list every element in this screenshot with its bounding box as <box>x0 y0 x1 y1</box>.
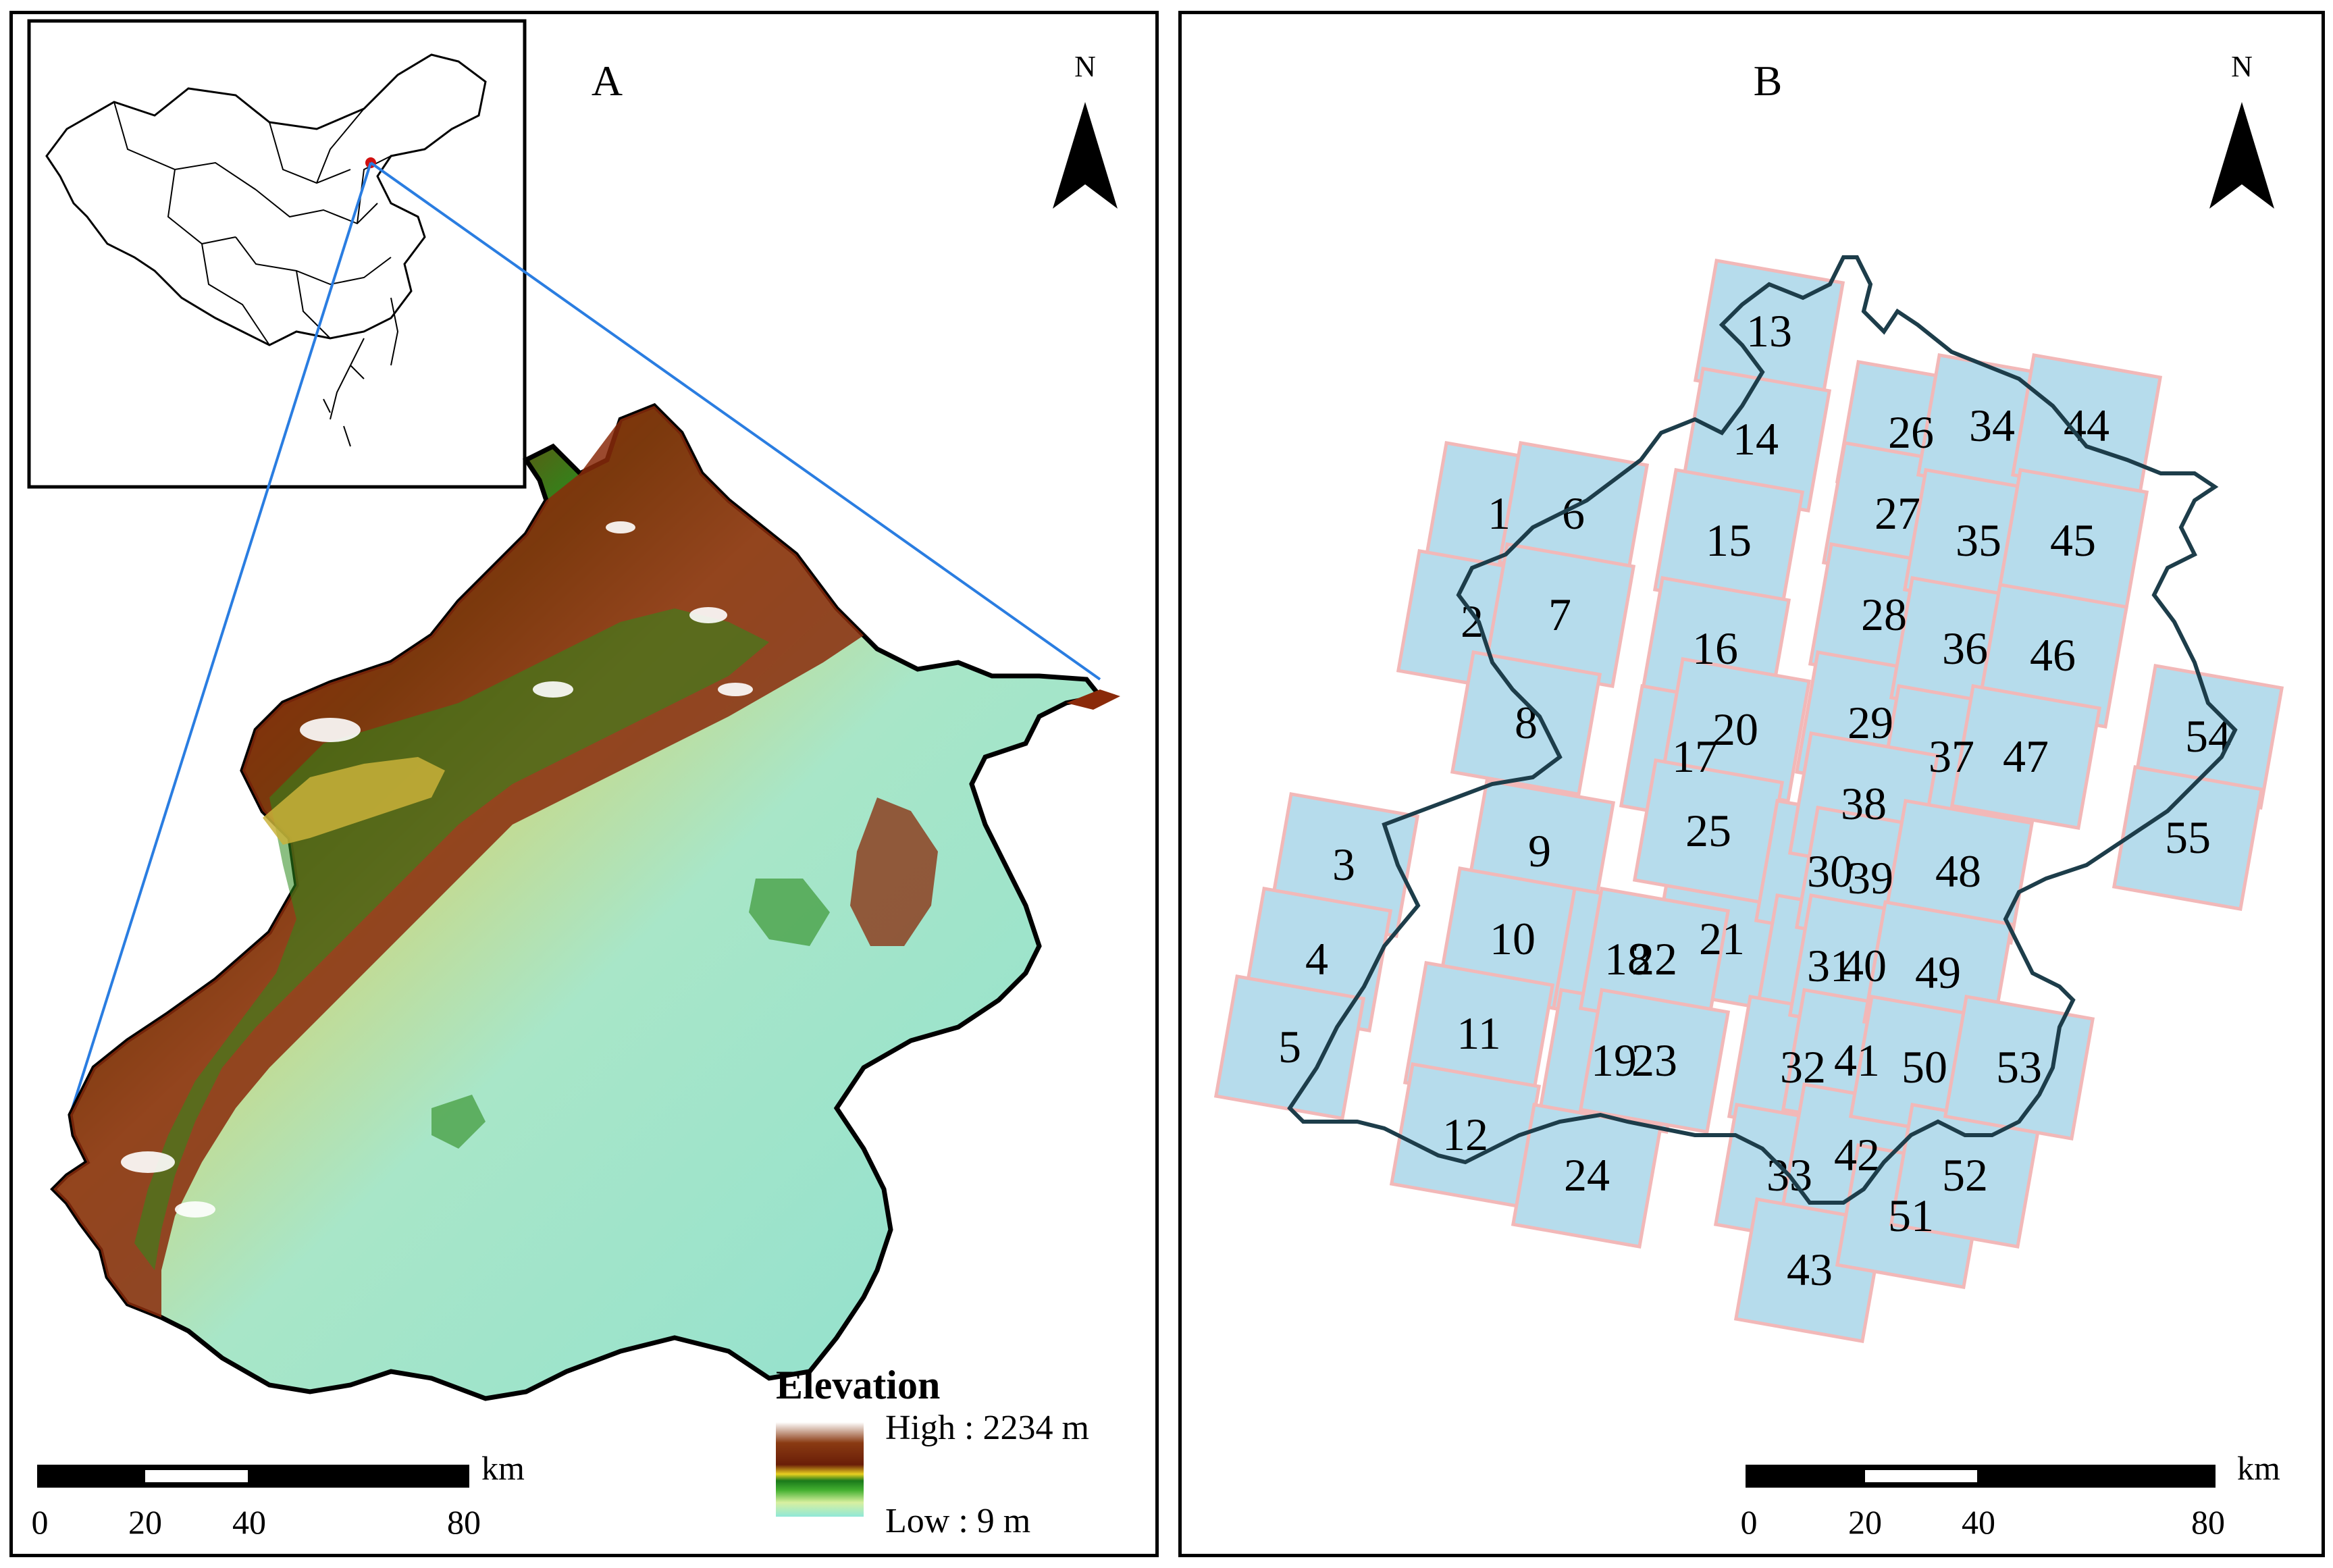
north-label-b: N <box>2231 50 2253 83</box>
tile-rect <box>1578 987 1731 1134</box>
tile-label-11: 11 <box>1457 1008 1500 1059</box>
legend-low: Low : 9 m <box>885 1502 1030 1540</box>
tile-label-34: 34 <box>1969 400 2015 451</box>
tile-label-12: 12 <box>1442 1109 1488 1160</box>
tile-label-49: 49 <box>1915 947 1961 998</box>
tile-label-43: 43 <box>1787 1244 1833 1295</box>
tile-label-15: 15 <box>1706 515 1752 566</box>
tile-label-32: 32 <box>1780 1041 1826 1093</box>
north-arrow-b: N <box>2209 50 2274 209</box>
scale-unit-a: km <box>481 1449 525 1487</box>
beijing-elevation-map <box>50 402 1120 1401</box>
legend-title: Elevation <box>776 1363 940 1407</box>
tile-label-40: 40 <box>1841 940 1887 991</box>
tile-label-24: 24 <box>1564 1149 1610 1201</box>
tile-8 <box>1450 650 1602 797</box>
panel-a-label: A <box>592 57 623 105</box>
tile-label-42: 42 <box>1834 1129 1880 1180</box>
tile-label-25: 25 <box>1685 805 1731 856</box>
tile-label-23: 23 <box>1631 1035 1677 1086</box>
tile-label-16: 16 <box>1692 623 1738 674</box>
tile-label-21: 21 <box>1699 913 1745 964</box>
panel-b-tile-map: 1 2 3 4 5 6 7 8 9 10 11 12 13 14 15 16 17 18 19 20 21 22 23 24 2… <box>1178 11 2325 1557</box>
tile-rect <box>1213 974 1366 1121</box>
tile-label-51: 51 <box>1888 1190 1934 1241</box>
tile-label-31: 31 <box>1807 940 1853 991</box>
tile-label-39: 39 <box>1847 852 1893 904</box>
scale-tick-b-20: 20 <box>1848 1503 1882 1541</box>
tile-label-18: 18 <box>1604 933 1650 985</box>
tile-label-14: 14 <box>1733 413 1779 465</box>
elevation-legend: Elevation High : 2234 m Low : 9 m <box>776 1363 1089 1540</box>
tile-label-22: 22 <box>1631 933 1677 985</box>
legend-color-ramp <box>776 1422 864 1517</box>
panel-a-svg: A N km 0 20 40 80 Elevation High : 2234 … <box>27 19 1120 1541</box>
tile-rect <box>1450 650 1602 797</box>
tile-label-4: 4 <box>1305 933 1328 985</box>
tile-label-53: 53 <box>1996 1041 2042 1093</box>
scale-bar-b: km 0 20 40 80 <box>1741 1449 2281 1541</box>
tile-label-19: 19 <box>1591 1035 1637 1086</box>
tile-label-27: 27 <box>1875 488 1920 539</box>
tile-label-17: 17 <box>1672 731 1718 782</box>
tile-label-7: 7 <box>1548 589 1571 640</box>
tile-rect <box>1949 683 2102 831</box>
tile-23 <box>1578 987 1731 1134</box>
tile-label-48: 48 <box>1935 845 1981 897</box>
tile-label-52: 52 <box>1942 1149 1988 1201</box>
tile-label-3: 3 <box>1332 839 1355 890</box>
link-line-right <box>369 161 1101 681</box>
tile-label-5: 5 <box>1278 1021 1301 1072</box>
inset-china-map <box>27 19 527 489</box>
scale-tick-0: 0 <box>32 1503 49 1541</box>
tile-label-28: 28 <box>1861 589 1907 640</box>
tile-label-26: 26 <box>1888 407 1934 458</box>
tile-label-55: 55 <box>2165 812 2211 863</box>
tile-label-10: 10 <box>1490 913 1536 964</box>
north-label-a: N <box>1074 50 1096 83</box>
tile-label-37: 37 <box>1929 731 1974 782</box>
panel-a-elevation-map: A N km 0 20 40 80 Elevation High : 2234 … <box>9 11 1159 1557</box>
tile-label-1: 1 <box>1488 488 1511 539</box>
tile-label-41: 41 <box>1834 1035 1880 1086</box>
scale-tick-20: 20 <box>128 1503 162 1541</box>
link-line-left <box>69 162 372 1116</box>
tile-label-9: 9 <box>1528 825 1551 877</box>
tile-label-13: 13 <box>1746 305 1792 357</box>
tile-5 <box>1213 974 1366 1121</box>
tile-label-29: 29 <box>1847 697 1893 748</box>
tile-label-50: 50 <box>1902 1041 1947 1093</box>
scale-bar-a: km 0 20 40 80 <box>32 1449 525 1541</box>
tile-label-38: 38 <box>1841 778 1887 829</box>
tile-grid: 1234567891011121314151617181920212223242… <box>1213 258 2284 1344</box>
tile-label-45: 45 <box>2050 515 2096 566</box>
scale-tick-80: 80 <box>447 1503 481 1541</box>
panel-b-label: B <box>1754 57 1783 105</box>
scale-tick-b-0: 0 <box>1741 1503 1758 1541</box>
scale-tick-b-80: 80 <box>2191 1503 2225 1541</box>
scale-tick-40: 40 <box>232 1503 266 1541</box>
tile-label-35: 35 <box>1956 515 2001 566</box>
tile-label-36: 36 <box>1942 623 1988 674</box>
tile-47 <box>1949 683 2102 831</box>
tile-label-30: 30 <box>1807 845 1853 897</box>
north-arrow-a: N <box>1053 50 1118 209</box>
tile-label-46: 46 <box>2030 629 2076 681</box>
scale-unit-b: km <box>2237 1449 2280 1487</box>
tile-label-47: 47 <box>2003 731 2049 782</box>
panel-b-svg: 1234567891011121314151617181920212223242… <box>1213 50 2284 1541</box>
legend-high: High : 2234 m <box>885 1409 1089 1447</box>
beijing-boundary-outline <box>1287 255 2238 1205</box>
tile-label-20: 20 <box>1712 704 1758 755</box>
scale-tick-b-40: 40 <box>1962 1503 1995 1541</box>
china-outline <box>45 53 487 346</box>
